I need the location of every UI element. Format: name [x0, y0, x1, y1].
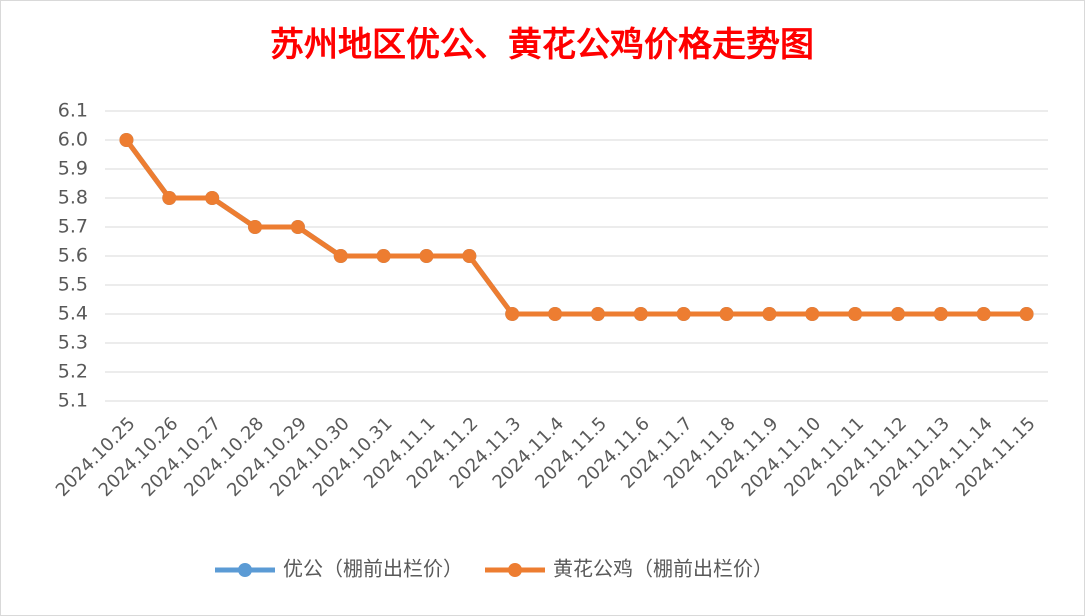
data-point	[505, 307, 520, 321]
y-tick-label: 5.1	[58, 390, 88, 412]
data-point	[633, 307, 648, 321]
data-point	[333, 249, 348, 263]
data-point	[590, 307, 605, 321]
y-tick-label: 6.1	[58, 100, 88, 122]
chart-title: 苏州地区优公、黄花公鸡价格走势图	[270, 25, 814, 65]
series-line	[124, 138, 1027, 317]
data-point	[419, 249, 434, 263]
y-tick-label: 5.6	[58, 245, 88, 267]
data-point	[805, 307, 820, 321]
data-point	[976, 307, 991, 321]
data-point	[248, 220, 263, 234]
legend-marker	[508, 563, 522, 577]
data-point	[376, 249, 391, 263]
y-tick-label: 5.4	[58, 303, 88, 325]
legend-label: 黄花公鸡（棚前出栏价）	[553, 557, 773, 581]
data-point	[162, 191, 177, 205]
data-point	[205, 191, 220, 205]
data-point	[290, 220, 305, 234]
y-tick-label: 5.9	[58, 158, 88, 180]
data-point	[890, 307, 905, 321]
data-point	[119, 133, 134, 147]
y-tick-label: 5.8	[58, 187, 88, 209]
data-point	[933, 307, 948, 321]
data-point	[548, 307, 563, 321]
y-tick-label: 5.5	[58, 274, 88, 296]
legend-marker	[238, 563, 252, 577]
data-point	[676, 307, 691, 321]
data-point	[719, 307, 734, 321]
y-tick-label: 6.0	[58, 129, 88, 151]
data-point	[462, 249, 477, 263]
y-tick-label: 5.3	[58, 332, 88, 354]
data-point	[1019, 307, 1034, 321]
y-tick-label: 5.7	[58, 216, 88, 238]
data-point	[848, 307, 863, 321]
data-point	[762, 307, 777, 321]
y-tick-label: 5.2	[58, 361, 88, 383]
legend-label: 优公（棚前出栏价）	[283, 557, 463, 581]
